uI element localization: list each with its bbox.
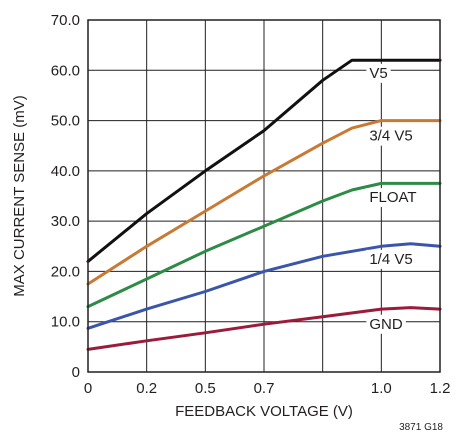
series-label-background: [366, 249, 416, 269]
y-tick-label: 60.0: [51, 62, 80, 79]
y-tick-label: 50.0: [51, 113, 80, 130]
series-line: [86, 306, 442, 351]
series-label: GND: [369, 316, 403, 333]
series-line: [86, 58, 442, 263]
series-label-background: [366, 188, 420, 208]
series-label-background: [366, 126, 416, 146]
series-label: FLOAT: [369, 189, 416, 206]
series-label: 1/4 V5: [369, 251, 412, 268]
y-tick-label: 10.0: [51, 314, 80, 331]
plot-area: [87, 19, 441, 373]
x-axis-ticks: 0 0.2 0.5 0.7 1.0 1.2: [84, 380, 451, 397]
x-axis-title: FEEDBACK VOLTAGE (V): [175, 403, 353, 420]
series-line: [86, 242, 442, 330]
x-tick-label: 1.0: [371, 380, 392, 397]
figure-id: 3871 G18: [399, 422, 443, 433]
x-tick-label: 0.7: [254, 380, 275, 397]
series-label: V5: [369, 65, 387, 82]
y-tick-label: 0: [72, 364, 80, 381]
series-line: [86, 119, 442, 286]
y-axis-ticks: 0 10.0 20.0 30.0 40.0 50.0 60.0 70.0: [51, 12, 80, 381]
x-tick-label: 0: [84, 380, 92, 397]
series-lines: [86, 58, 442, 351]
series-label: 3/4 V5: [369, 128, 412, 145]
y-tick-label: 70.0: [51, 12, 80, 29]
x-tick-label: 0.2: [136, 380, 157, 397]
y-tick-label: 30.0: [51, 213, 80, 230]
series-line: [86, 181, 442, 309]
series-labels: V5 3/4 V5 FLOAT 1/4 V5 GND: [366, 63, 420, 334]
y-tick-label: 40.0: [51, 163, 80, 180]
series-label-background: [366, 314, 406, 334]
x-tick-label: 0.5: [195, 380, 216, 397]
x-tick-label: 1.2: [430, 380, 451, 397]
y-axis-title: MAX CURRENT SENSE (mV): [11, 95, 28, 296]
y-tick-label: 20.0: [51, 263, 80, 280]
series-label-background: [366, 63, 391, 83]
